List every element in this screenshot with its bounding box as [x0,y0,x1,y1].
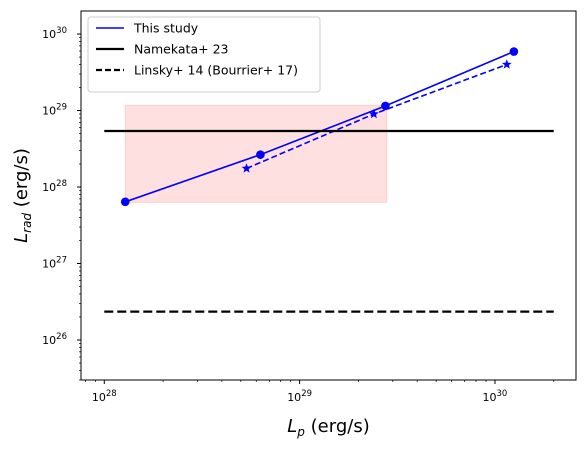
data-point [501,59,512,69]
legend-entry: This study [96,21,199,36]
data-point [381,101,390,111]
legend-label: Linsky+ 14 (Bourrier+ 17) [134,63,298,78]
legend-entry: Namekata+ 23 [96,42,228,57]
data-point [368,108,379,119]
series-layer [104,47,554,313]
y-tick-label: 1029 [42,103,67,118]
y-tick-label: 1027 [42,256,67,271]
legend-label: This study [133,21,199,36]
x-tick-label: 1028 [92,389,117,404]
data-point [120,197,130,207]
x-axis-label: Lp (erg/s) [287,416,369,439]
x-tick-label: 1029 [287,389,312,404]
y-axis-label: Lrad (erg/s) [11,148,34,243]
data-point [509,47,519,56]
y-tick-label: 1030 [42,26,67,41]
series-1 [241,59,512,173]
x-tick-label: 1030 [483,389,508,404]
y-tick-label: 1028 [42,179,67,194]
legend-label: Namekata+ 23 [134,42,228,57]
legend-entry: Linsky+ 14 (Bourrier+ 17) [96,63,298,78]
tick-layer: 1028 1029 1030 1026 1027 1028 1029 1030 [42,26,555,404]
legend-box [87,16,321,93]
legend: This study Namekata+ 23 Linsky+ 14 (Bourri… [87,16,321,93]
data-point [256,150,265,159]
axes-frame [80,10,577,381]
axis-labels: Lp (erg/s) Lrad (erg/s) [11,148,370,439]
data-point [241,163,252,173]
y-tick-label: 1026 [42,332,67,347]
